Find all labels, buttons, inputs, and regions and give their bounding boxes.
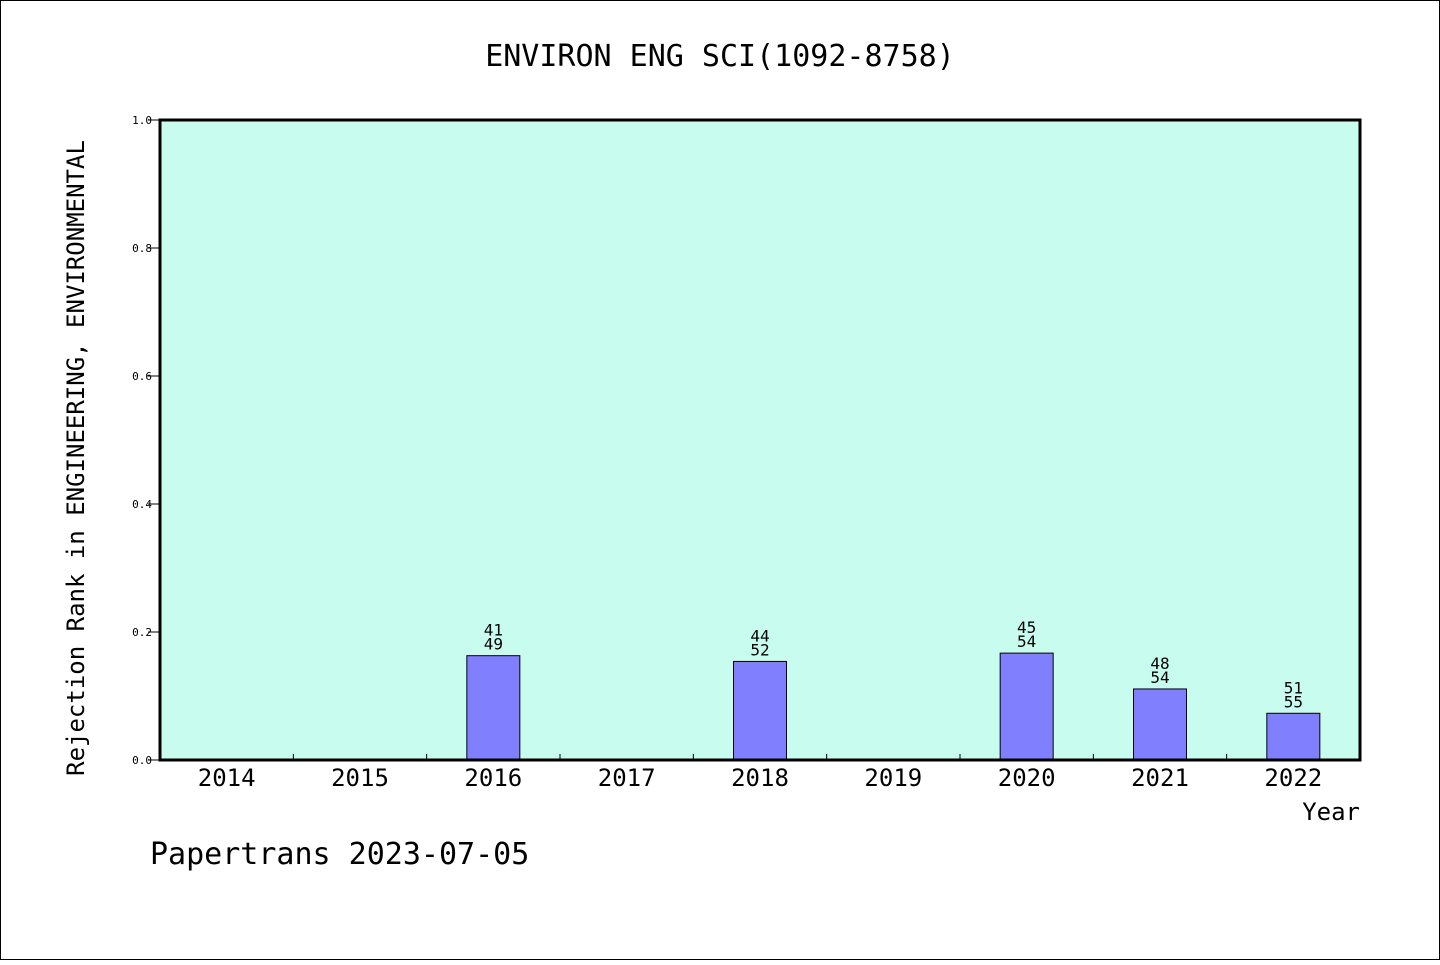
y-axis: 0.0 0.2 0.4 0.6 0.8 1.0 bbox=[132, 114, 160, 767]
bar-label-bottom: 49 bbox=[484, 635, 503, 654]
x-tick-label: 2015 bbox=[331, 764, 389, 792]
bar-2022 bbox=[1266, 712, 1321, 761]
plot-area bbox=[160, 120, 1360, 760]
bar-label-bottom: 52 bbox=[750, 640, 769, 659]
x-axis: 2014 2015 2016 2017 2018 2019 2020 2021 2022 bbox=[198, 754, 1322, 792]
bar-2020 bbox=[999, 652, 1054, 761]
y-tick-label: 0.0 bbox=[132, 754, 152, 767]
bar-2016 bbox=[466, 655, 521, 761]
plot-frame bbox=[158, 118, 1362, 762]
y-tick-label: 0.6 bbox=[132, 370, 152, 383]
bar-label-top: 48 bbox=[1150, 654, 1169, 673]
bar-label-top: 41 bbox=[484, 621, 503, 640]
x-axis-label: Year bbox=[1302, 798, 1360, 826]
x-tick-label: 2017 bbox=[598, 764, 656, 792]
bar-label-top: 45 bbox=[1017, 618, 1036, 637]
bar-2018 bbox=[733, 660, 787, 761]
x-tick-label: 2014 bbox=[198, 764, 256, 792]
bar-label-top: 51 bbox=[1284, 678, 1303, 697]
x-tick-label: 2019 bbox=[864, 764, 922, 792]
bar-label-top: 44 bbox=[750, 626, 769, 645]
x-tick-label: 2020 bbox=[998, 764, 1056, 792]
x-tick-label: 2021 bbox=[1131, 764, 1189, 792]
bar-2021 bbox=[1133, 688, 1187, 761]
y-tick-label: 0.2 bbox=[132, 626, 152, 639]
y-axis-label: Rejection Rank in ENGINEERING, ENVIRONME… bbox=[62, 140, 90, 776]
chart-title: ENVIRON ENG SCI(1092-8758) bbox=[485, 39, 955, 74]
y-tick-label: 0.4 bbox=[132, 498, 152, 511]
y-tick-label: 1.0 bbox=[132, 114, 152, 127]
x-tick-label: 2016 bbox=[464, 764, 522, 792]
y-tick-label: 0.8 bbox=[132, 242, 152, 255]
bar-label-bottom: 55 bbox=[1284, 692, 1303, 711]
x-tick-label: 2018 bbox=[731, 764, 789, 792]
x-tick-label: 2022 bbox=[1264, 764, 1322, 792]
bar-label-bottom: 54 bbox=[1150, 668, 1169, 687]
bar-label-bottom: 54 bbox=[1017, 632, 1036, 651]
footer-credit: Papertrans 2023-07-05 bbox=[150, 837, 529, 872]
